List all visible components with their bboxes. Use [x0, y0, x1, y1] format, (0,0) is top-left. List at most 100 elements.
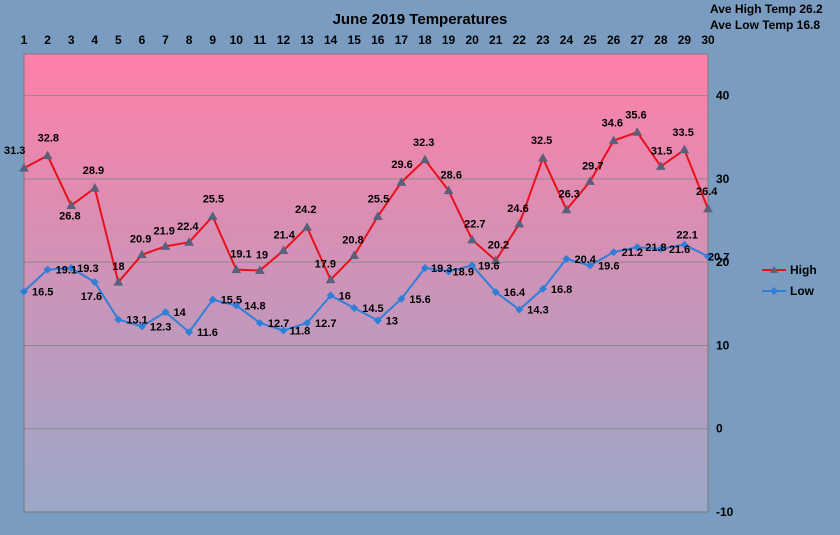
low-point — [326, 291, 335, 300]
x-tick-label: 24 — [560, 33, 574, 47]
high-point — [349, 250, 360, 260]
low-point — [161, 308, 170, 317]
high-data-label: 32.8 — [38, 133, 59, 145]
high-point — [585, 176, 595, 185]
low-point — [114, 315, 123, 324]
high-point — [538, 153, 548, 162]
high-data-label: 20.2 — [488, 240, 509, 252]
low-point — [90, 278, 99, 287]
low-data-label: 19.3 — [77, 263, 98, 275]
high-point — [514, 218, 525, 228]
x-tick-label: 13 — [300, 33, 314, 47]
low-point — [680, 240, 689, 249]
high-data-label: 21.9 — [154, 225, 175, 237]
high-point — [608, 135, 619, 145]
low-data-label: 11.6 — [197, 327, 218, 339]
low-point — [20, 287, 28, 296]
low-data-label: 14.3 — [527, 305, 548, 317]
high-point — [137, 249, 147, 259]
plot-background — [24, 54, 708, 512]
gridlines — [23, 53, 709, 513]
x-tick-label: 25 — [583, 33, 597, 47]
high-data-label: 22.7 — [464, 219, 485, 231]
low-data-label: 16.4 — [504, 287, 526, 299]
high-data-label: 25.5 — [203, 193, 224, 205]
low-point — [303, 318, 312, 327]
high-data-label: 22.4 — [177, 221, 199, 233]
x-tick-label: 27 — [631, 33, 645, 47]
high-data-label: 28.9 — [83, 165, 104, 177]
x-tick-label: 23 — [536, 33, 550, 47]
x-tick-label: 30 — [701, 33, 715, 47]
low-point — [137, 322, 146, 331]
high-data-label: 24.6 — [507, 203, 528, 215]
average-low-note: Ave Low Temp 16.8 — [710, 18, 820, 32]
x-tick-label: 4 — [91, 33, 98, 47]
low-point — [350, 303, 359, 312]
high-point — [89, 183, 100, 192]
legend-marker — [770, 287, 778, 295]
low-data-label: 16 — [339, 290, 351, 302]
low-data-label: 19.6 — [598, 261, 619, 273]
legend-label-high: High — [790, 263, 817, 277]
high-point — [396, 177, 407, 186]
high-data-label: 29.6 — [391, 159, 412, 171]
high-point — [703, 203, 713, 213]
x-tick-label: 6 — [139, 33, 146, 47]
low-point — [656, 244, 665, 253]
legend-label-low: Low — [790, 284, 815, 298]
high-data-label: 20.8 — [342, 235, 363, 247]
x-tick-label: 26 — [607, 33, 621, 47]
average-high-note: Ave High Temp 26.2 — [710, 2, 823, 16]
x-tick-label: 21 — [489, 33, 503, 47]
x-tick-label: 10 — [230, 33, 244, 47]
low-data-label: 15.5 — [221, 295, 242, 307]
low-point — [420, 264, 429, 273]
x-tick-label: 18 — [418, 33, 432, 47]
low-point — [609, 248, 618, 257]
legend: High Low — [762, 263, 817, 298]
low-data-label: 14 — [174, 307, 187, 319]
chart-title: June 2019 Temperatures — [333, 11, 508, 28]
high-point — [490, 255, 501, 265]
x-tick-label: 12 — [277, 33, 291, 47]
x-tick-label: 8 — [186, 33, 193, 47]
x-tick-label: 3 — [68, 33, 75, 47]
high-point — [443, 185, 454, 195]
low-data-label: 15.6 — [409, 294, 430, 306]
high-data-label: 34.6 — [602, 118, 623, 130]
low-data-label: 16.5 — [32, 286, 53, 298]
low-data-label: 11.8 — [289, 325, 310, 337]
low-data-label: 12.7 — [315, 318, 336, 330]
x-tick-label: 15 — [348, 33, 362, 47]
low-data-label: 13 — [386, 315, 398, 327]
x-tick-label: 11 — [254, 33, 267, 47]
x-tick-label: 29 — [678, 33, 692, 47]
high-data-label: 19.1 — [230, 249, 251, 261]
high-point — [325, 274, 336, 284]
legend-marker — [770, 266, 778, 273]
low-data-label: 21.6 — [669, 244, 690, 256]
y-tick-label: 40 — [716, 89, 730, 103]
high-data-label: 18 — [112, 261, 124, 273]
high-point — [113, 277, 124, 286]
high-data-label: 31.3 — [4, 145, 25, 157]
low-data-label: 18.9 — [453, 266, 474, 278]
low-point — [208, 295, 217, 304]
high-point — [420, 154, 430, 164]
high-data-label: 19 — [256, 250, 268, 262]
high-point — [42, 150, 53, 160]
high-point — [679, 144, 690, 154]
low-point — [67, 264, 76, 273]
high-data-label: 26.8 — [59, 211, 80, 223]
low-point — [444, 267, 453, 276]
high-point — [160, 241, 171, 250]
high-point — [561, 204, 572, 214]
x-tick-label: 28 — [654, 33, 668, 47]
low-point — [515, 305, 524, 314]
high-data-label: 31.5 — [651, 145, 672, 157]
high-data-label: 29.7 — [582, 160, 603, 172]
y-tick-label: 0 — [716, 422, 723, 436]
